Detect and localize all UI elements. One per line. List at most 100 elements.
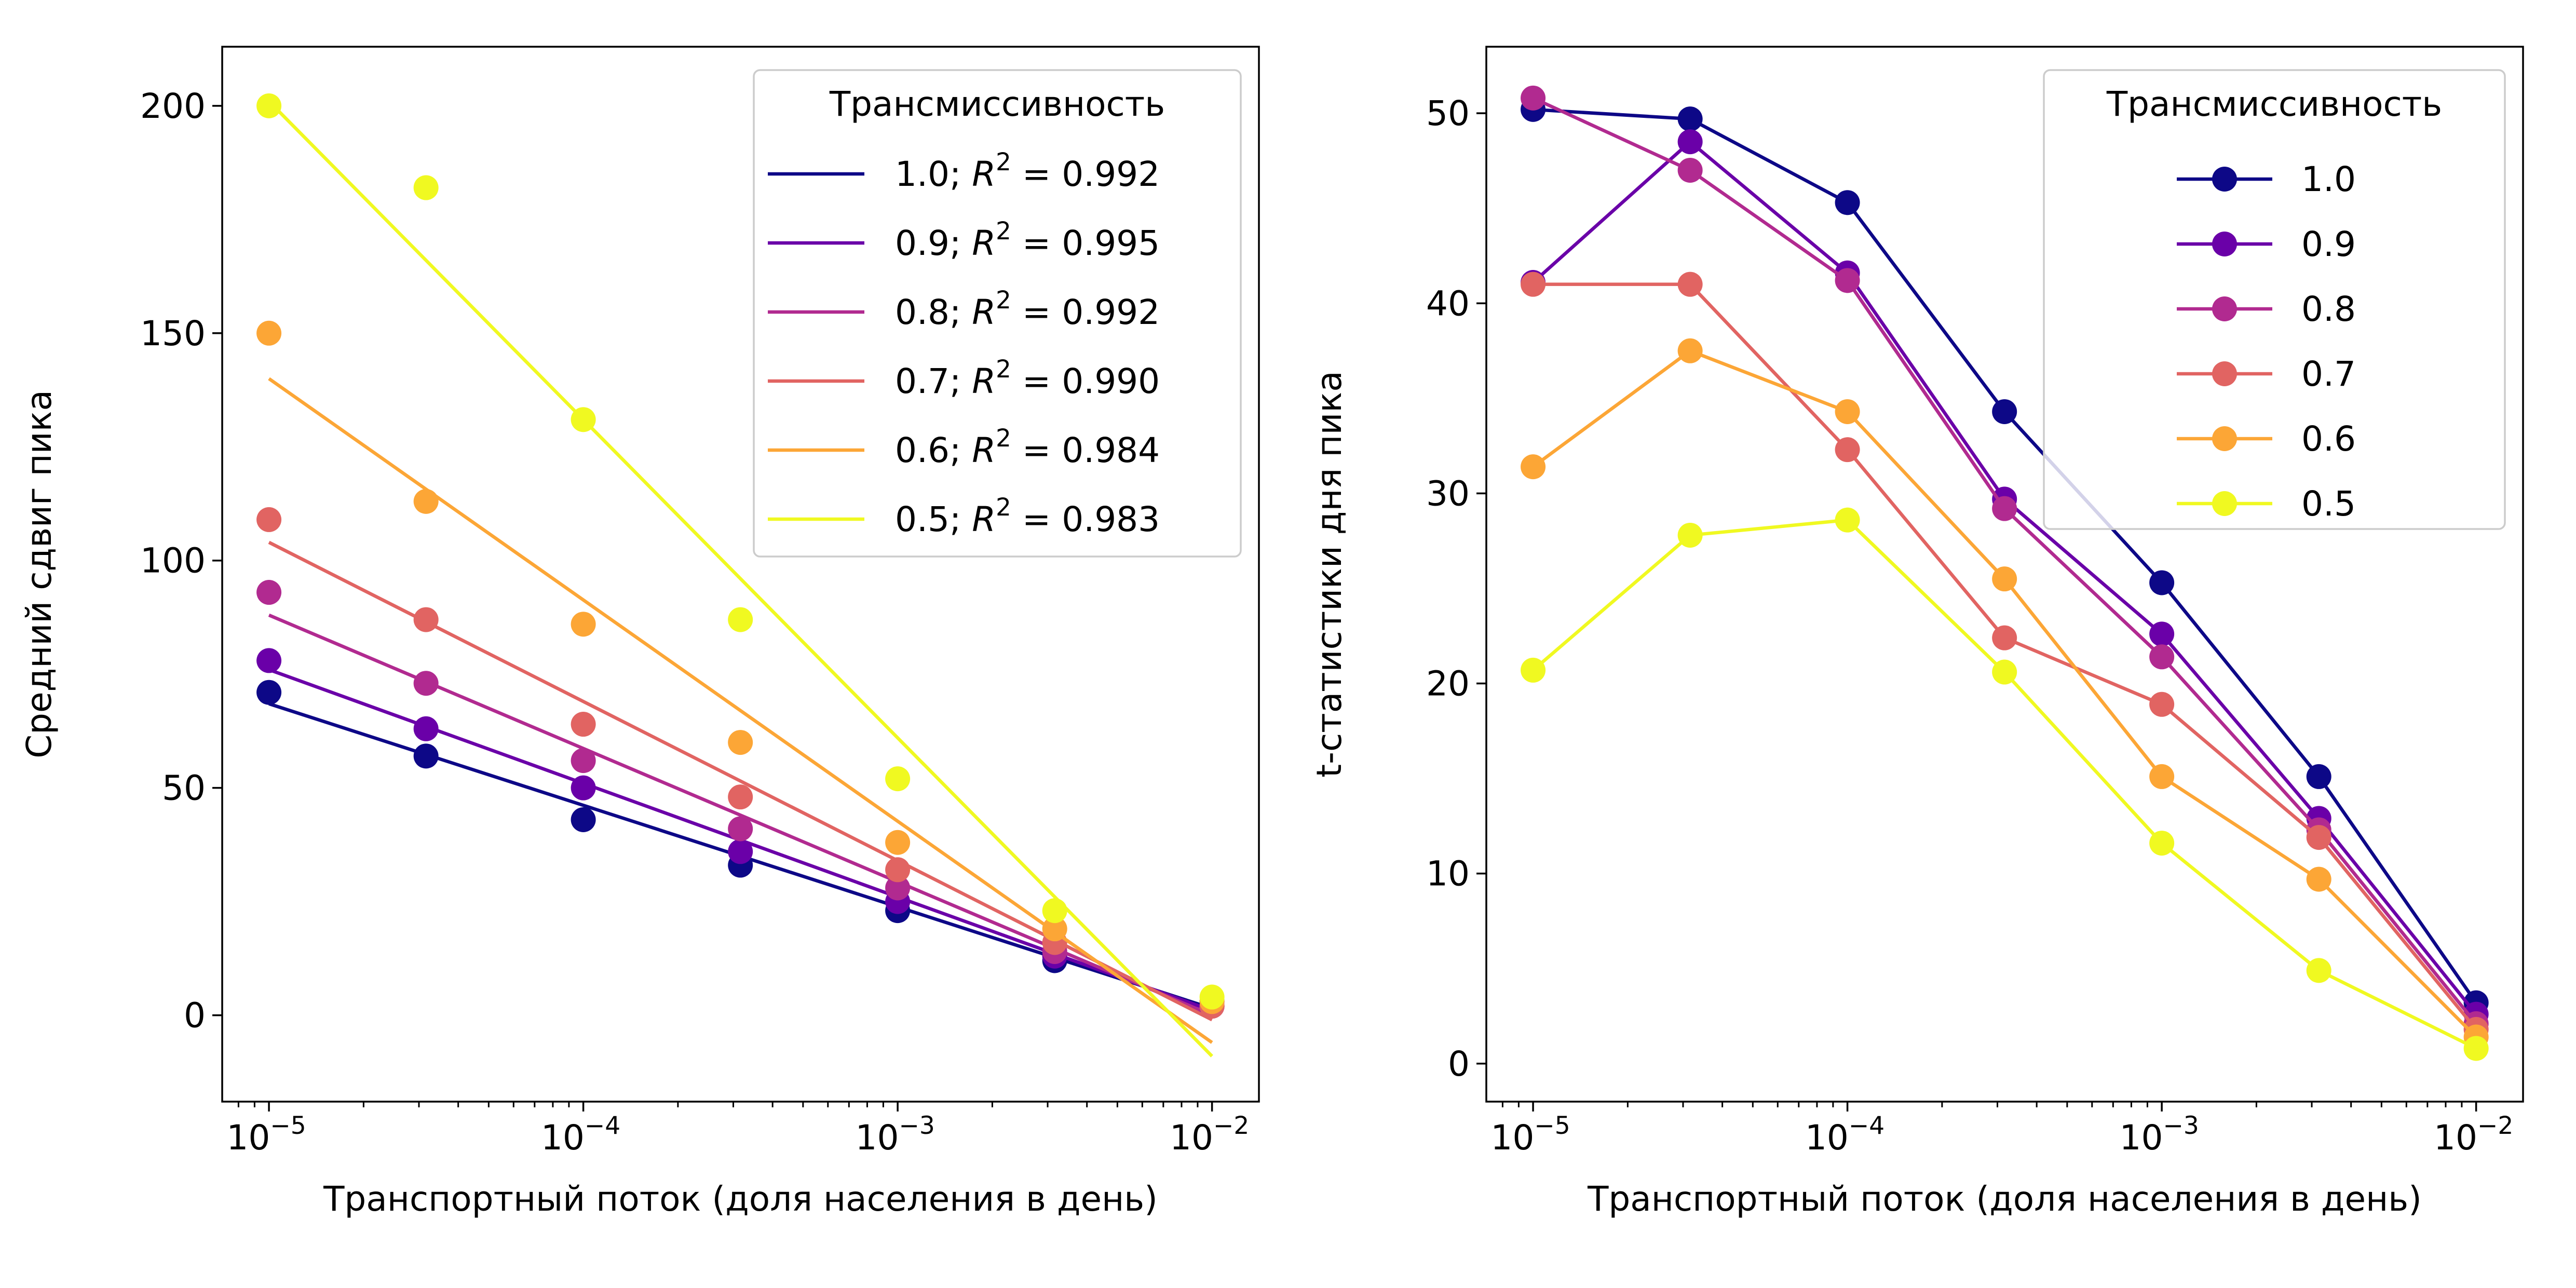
data-point xyxy=(256,320,282,346)
y-tick-label: 0 xyxy=(184,996,206,1036)
series-0-5 xyxy=(1521,507,2489,1061)
data-point xyxy=(1677,106,1703,132)
plot-frame xyxy=(221,46,1260,1103)
data-point xyxy=(413,743,439,769)
y-tick-label: 50 xyxy=(1426,93,1470,133)
x-tick-label: 10−5 xyxy=(1490,1111,1570,1158)
data-point xyxy=(1992,566,2017,592)
left-chart-peak-shift: 10−5 10−4 10−3 10−2 0 50 100 150 200 Транспортный… xyxy=(19,46,1260,1219)
data-point xyxy=(1992,659,2017,685)
legend-label: 0.7 xyxy=(2301,354,2356,394)
legend-label: 0.8 xyxy=(2301,289,2356,329)
legend-box xyxy=(2043,69,2506,530)
data-point xyxy=(256,680,282,705)
legend-box xyxy=(753,69,1242,558)
x-axis-label: Транспортный поток (доля населения в ден… xyxy=(1587,1179,2422,1219)
data-point xyxy=(2463,1036,2489,1061)
legend-label: 0.8; R2 = 0.992 xyxy=(895,286,1160,332)
y-axis-label: t-статистики дня пика xyxy=(1309,371,1349,777)
data-point xyxy=(728,730,753,755)
data-point xyxy=(256,507,282,532)
data-point xyxy=(1521,85,1546,111)
data-point xyxy=(2149,692,2175,717)
data-point xyxy=(2149,570,2175,595)
data-point xyxy=(1677,338,1703,363)
data-point xyxy=(885,875,911,901)
legend-label: 0.9 xyxy=(2301,224,2356,264)
data-point xyxy=(885,766,911,792)
legend-label: 0.5; R2 = 0.983 xyxy=(895,493,1160,539)
data-point xyxy=(1992,496,2017,521)
fit-line xyxy=(267,100,1213,1057)
data-point xyxy=(1042,898,1067,924)
legend-label: 0.9; R2 = 0.995 xyxy=(895,217,1160,263)
data-point xyxy=(1992,625,2017,650)
data-point xyxy=(413,671,439,696)
legend-marker xyxy=(2212,167,2237,192)
data-point xyxy=(1835,507,1860,533)
data-point xyxy=(1677,522,1703,548)
data-point xyxy=(1677,129,1703,155)
x-tick-label: 10−2 xyxy=(1170,1111,1249,1158)
right-chart-t-statistics: 10−5 10−4 10−3 10−2 0 10 20 30 40 50 Транспортный … xyxy=(1309,46,2524,1219)
data-point xyxy=(413,175,439,200)
data-point xyxy=(2149,831,2175,856)
data-point xyxy=(1521,454,1546,480)
data-point xyxy=(2149,764,2175,789)
y-tick-label: 30 xyxy=(1426,473,1470,513)
data-point xyxy=(728,607,753,632)
y-tick-label: 150 xyxy=(140,314,206,354)
data-point xyxy=(571,612,596,637)
data-point xyxy=(1677,272,1703,297)
legend-label: 1.0; R2 = 0.992 xyxy=(895,148,1160,194)
data-point xyxy=(413,489,439,514)
data-point xyxy=(1199,984,1225,1010)
data-point xyxy=(1521,657,1546,683)
data-point xyxy=(728,816,753,842)
legend-label: 1.0 xyxy=(2301,159,2356,199)
legend-label: 0.5 xyxy=(2301,484,2356,524)
data-point xyxy=(2149,644,2175,670)
data-point xyxy=(885,830,911,855)
data-point xyxy=(571,407,596,432)
data-point xyxy=(728,784,753,810)
data-point xyxy=(1835,268,1860,293)
y-tick-label: 100 xyxy=(140,541,206,581)
data-point xyxy=(256,580,282,605)
data-point xyxy=(571,807,596,832)
data-point xyxy=(256,93,282,118)
data-point xyxy=(1835,190,1860,215)
legend-title: Трансмиссивность xyxy=(829,84,1165,124)
x-axis-label: Транспортный поток (доля населения в ден… xyxy=(323,1179,1158,1219)
series-0-5 xyxy=(256,93,1225,1057)
data-point xyxy=(413,716,439,741)
y-axis-label: Средний сдвиг пика xyxy=(19,390,59,758)
y-tick-label: 20 xyxy=(1426,664,1470,704)
data-point xyxy=(256,648,282,673)
legend-marker xyxy=(2212,232,2237,256)
data-point xyxy=(885,857,911,883)
data-point xyxy=(728,839,753,864)
data-point xyxy=(571,775,596,801)
legend-label: 0.6; R2 = 0.984 xyxy=(895,424,1160,470)
data-point xyxy=(2306,825,2331,850)
y-tick-label: 10 xyxy=(1426,854,1470,894)
y-tick-label: 40 xyxy=(1426,283,1470,323)
x-tick-label: 10−5 xyxy=(226,1111,306,1158)
y-tick-label: 0 xyxy=(1448,1044,1470,1084)
legend-label: 0.6 xyxy=(2301,419,2356,459)
series-0-6 xyxy=(1521,338,2489,1050)
x-tick-label: 10−4 xyxy=(1805,1111,1884,1158)
data-point xyxy=(1835,399,1860,424)
data-point xyxy=(1521,272,1546,297)
data-point xyxy=(1835,437,1860,463)
x-tick-label: 10−4 xyxy=(541,1111,620,1158)
x-tick-label: 10−3 xyxy=(2119,1111,2199,1158)
legend-marker xyxy=(2212,296,2237,321)
data-point xyxy=(1042,916,1067,942)
x-tick-label: 10−2 xyxy=(2434,1111,2513,1158)
data-point xyxy=(571,748,596,774)
data-point xyxy=(413,607,439,632)
plot-frame xyxy=(1485,46,2524,1103)
data-point xyxy=(2306,764,2331,789)
